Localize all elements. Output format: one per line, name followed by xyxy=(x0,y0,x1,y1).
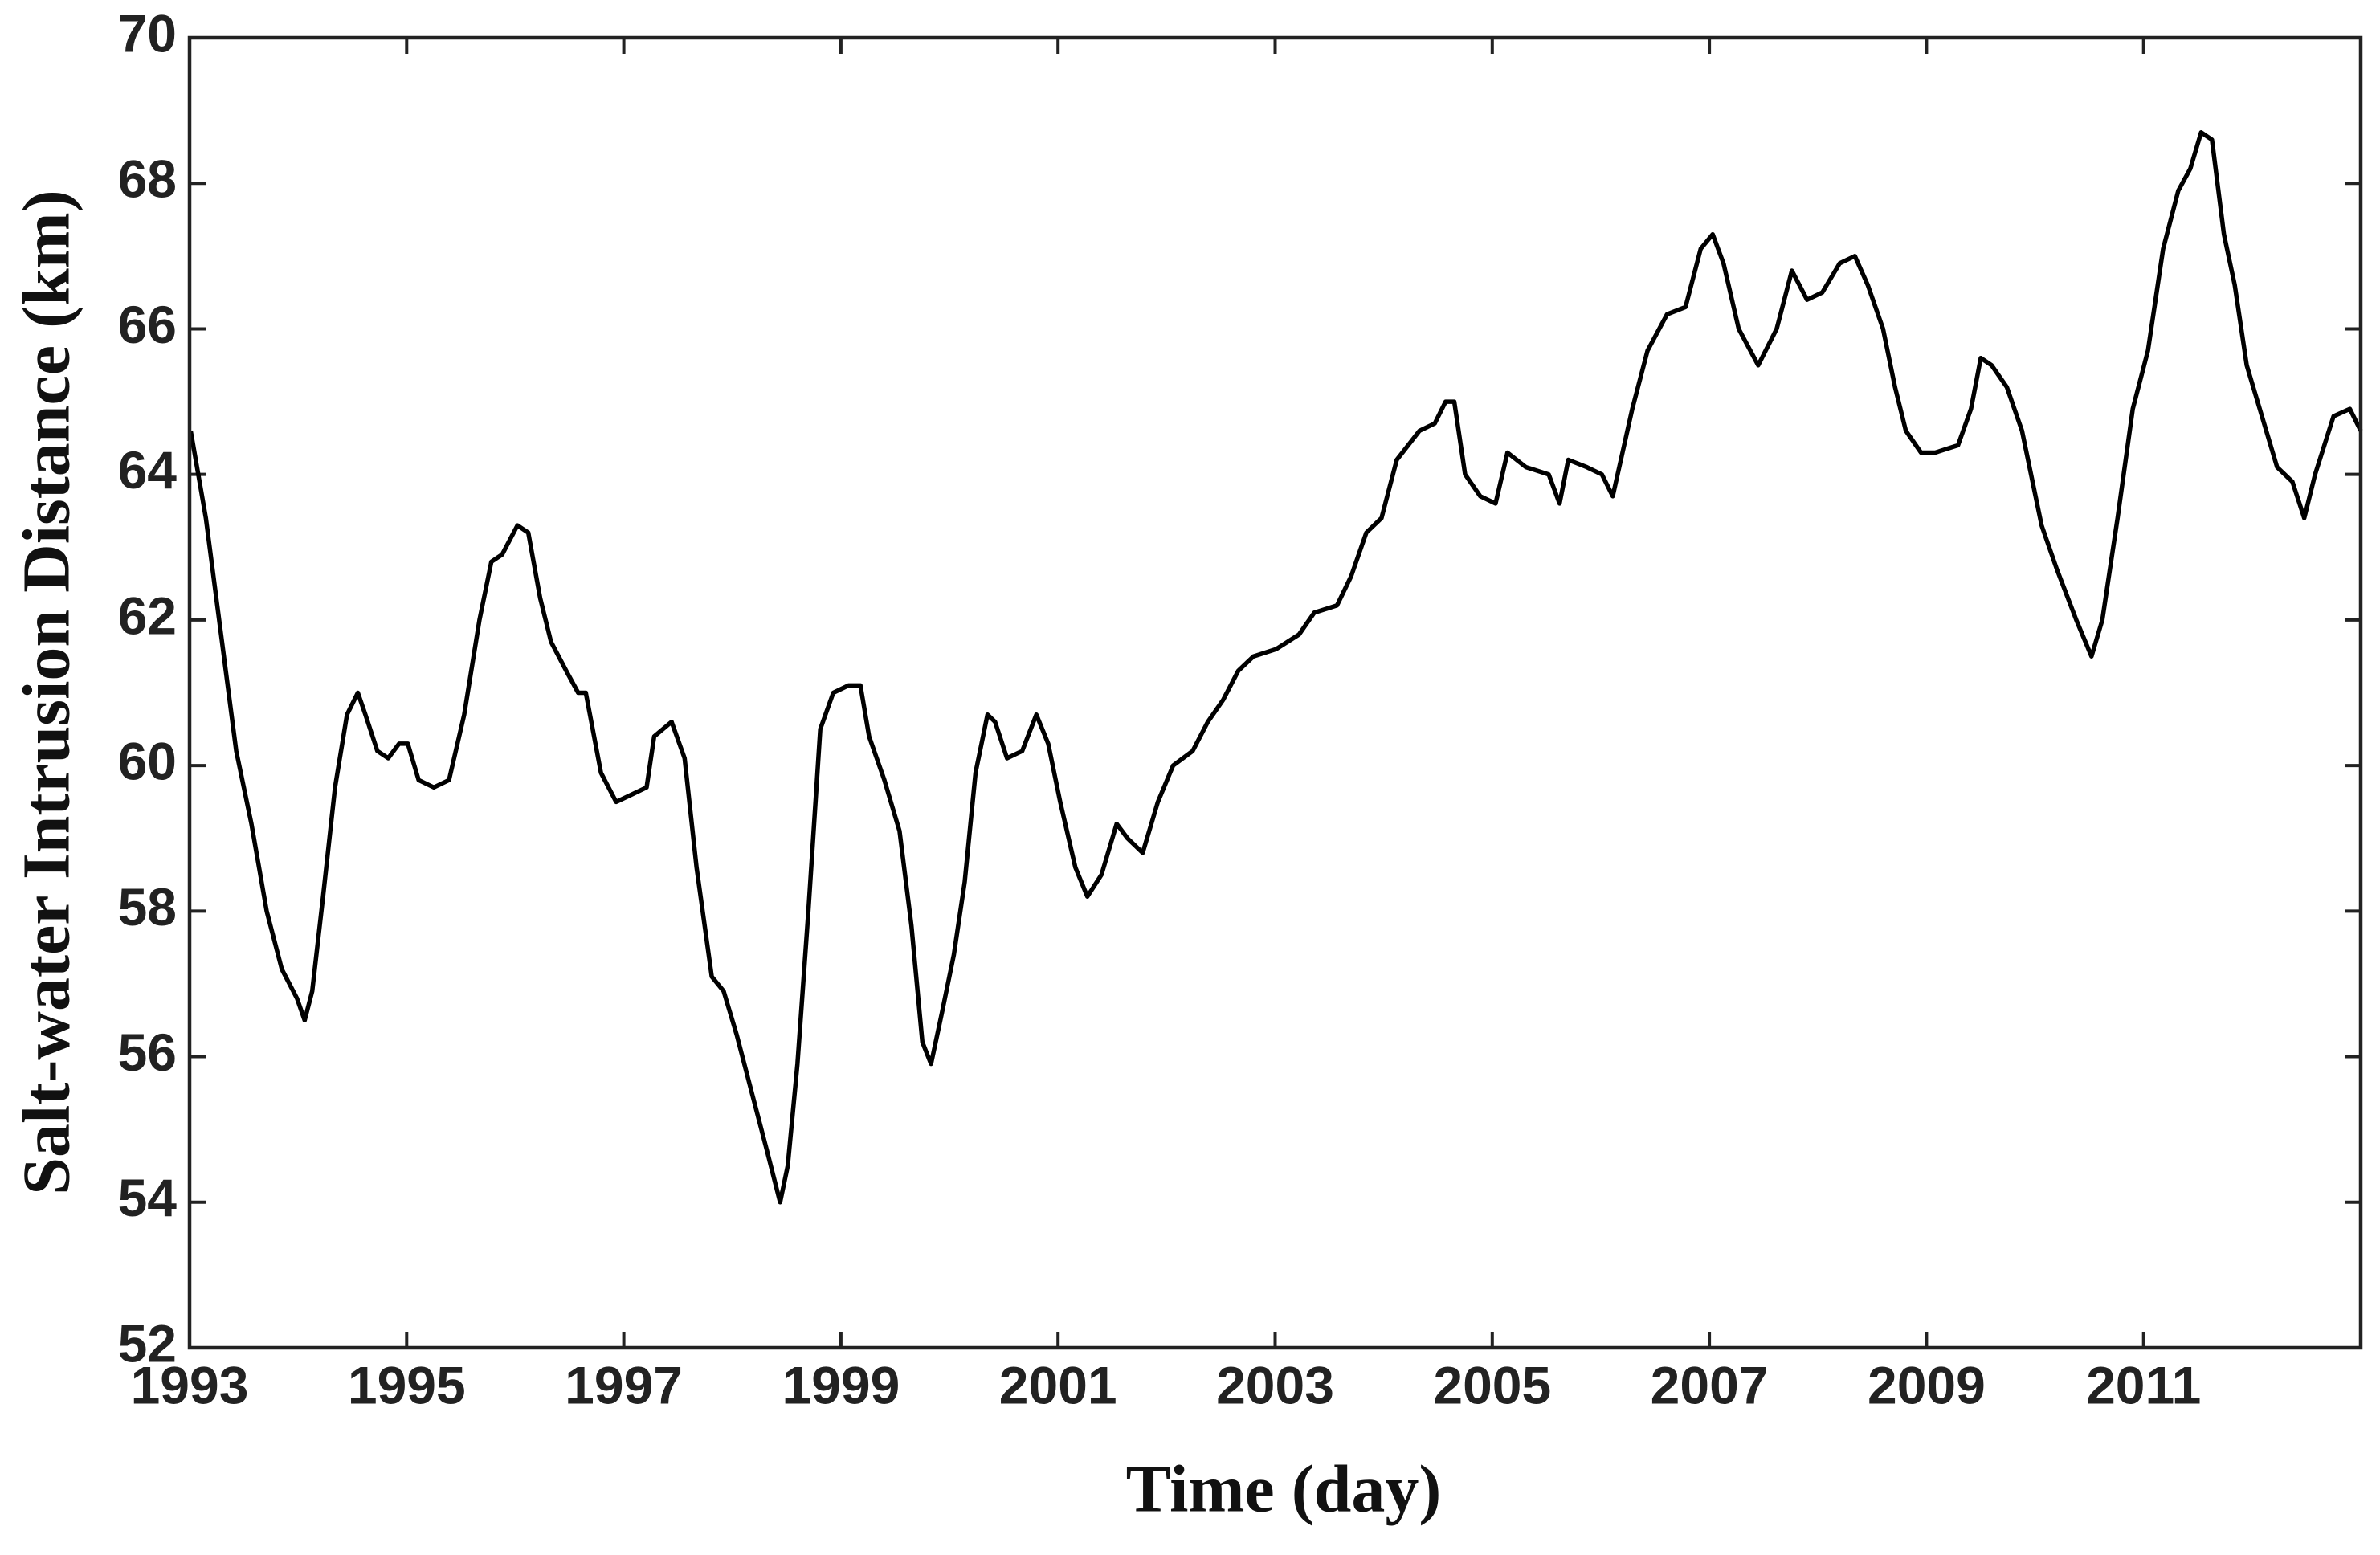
y-tick-label: 68 xyxy=(118,149,177,209)
x-tick-label: 2005 xyxy=(1433,1355,1551,1414)
y-tick-label: 64 xyxy=(118,440,178,500)
y-tick-label: 70 xyxy=(118,3,177,63)
y-tick-label: 66 xyxy=(118,295,177,354)
y-tick-label: 52 xyxy=(118,1313,177,1373)
y-tick-label: 56 xyxy=(118,1022,177,1082)
x-tick-label: 1999 xyxy=(782,1355,900,1414)
y-tick-label: 62 xyxy=(118,586,177,645)
x-axis-title: Time (day) xyxy=(1126,1451,1442,1526)
line-series xyxy=(188,130,2363,1205)
y-tick-label: 54 xyxy=(118,1168,178,1227)
x-tick-label: 2001 xyxy=(999,1355,1117,1414)
x-tick-label: 1995 xyxy=(348,1355,466,1414)
plot-frame xyxy=(187,35,2363,1350)
x-tick-label: 1993 xyxy=(131,1355,249,1414)
y-tick-label: 58 xyxy=(118,877,177,937)
y-tick-label: 60 xyxy=(118,732,177,791)
x-tick-label: 2009 xyxy=(1868,1355,1986,1414)
x-tick-label: 2007 xyxy=(1651,1355,1769,1414)
x-tick-label: 2003 xyxy=(1216,1355,1334,1414)
x-tick-label: 1997 xyxy=(565,1355,683,1414)
y-axis-title: Salt-water Intrusion Distance (km) xyxy=(9,190,84,1194)
x-tick-label: 2011 xyxy=(2086,1355,2201,1414)
